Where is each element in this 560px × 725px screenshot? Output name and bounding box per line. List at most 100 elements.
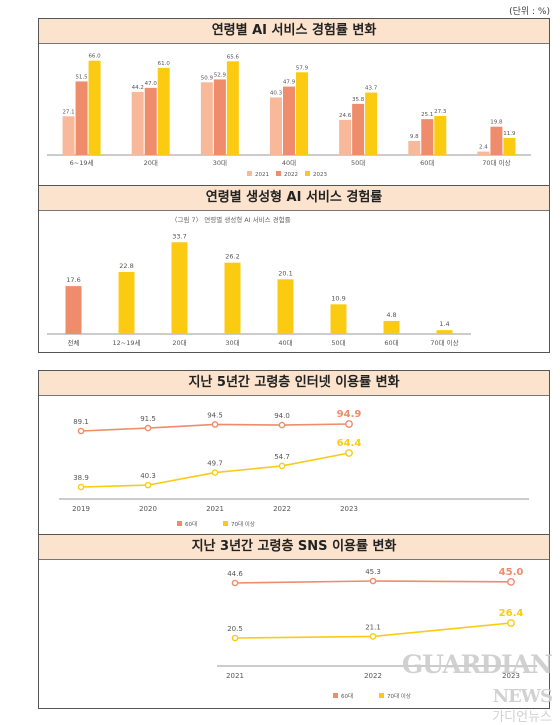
data-point <box>144 481 152 489</box>
bar <box>383 320 400 334</box>
watermark-sub: 가디언뉴스 <box>492 710 552 725</box>
x-tick-label: 12~19세 <box>113 338 141 347</box>
data-label: 17.6 <box>66 276 80 284</box>
x-tick-label: 20대 <box>172 339 186 347</box>
legend-label: 60대 <box>185 520 197 528</box>
data-label: 26.2 <box>225 253 239 261</box>
data-point <box>144 424 152 432</box>
bar <box>171 242 188 334</box>
data-point <box>77 483 85 491</box>
data-label: 11.9 <box>503 131 516 137</box>
legend-swatch <box>276 171 281 176</box>
x-tick-label: 2023 <box>502 672 520 680</box>
x-tick-label: 70대 이상 <box>482 158 510 167</box>
data-point <box>231 579 239 587</box>
bar <box>421 119 434 155</box>
data-label: 2.4 <box>479 145 488 151</box>
bar <box>277 279 294 334</box>
data-label: 91.5 <box>140 415 156 423</box>
data-point <box>369 577 377 585</box>
data-point <box>369 633 377 640</box>
data-label: 33.7 <box>172 232 186 240</box>
bar <box>88 60 101 155</box>
data-point <box>278 421 286 429</box>
bar <box>490 126 503 155</box>
data-point <box>507 619 515 627</box>
bar <box>408 141 421 155</box>
ai-experience-bar-chart: 27.1 51.5 66.0 6~19세 44.247.0 61.0 20대 50.9 52.9… <box>47 54 531 178</box>
data-label: 44.2 <box>132 85 144 91</box>
x-tick-label: 2022 <box>273 505 291 513</box>
x-tick-label: 60대 <box>420 159 434 167</box>
x-tick-label: 2020 <box>139 505 157 513</box>
x-tick-label: 40대 <box>278 339 292 347</box>
bar <box>200 82 213 155</box>
bar <box>477 151 490 155</box>
x-tick-label: 50대 <box>331 339 345 347</box>
x-tick-label: 30대 <box>225 339 239 347</box>
data-label: 94.9 <box>337 409 362 420</box>
data-label: 65.6 <box>227 54 240 60</box>
data-label: 51.5 <box>75 74 88 80</box>
data-label: 54.7 <box>274 453 290 461</box>
data-label: 64.4 <box>337 438 362 449</box>
data-label: 20.5 <box>227 625 243 633</box>
data-label: 10.9 <box>331 294 345 302</box>
watermark-logo: GUARDIAN NEWS <box>372 650 553 708</box>
data-label: 94.5 <box>207 411 223 419</box>
data-label: 49.7 <box>207 460 223 468</box>
legend-swatch <box>247 171 252 176</box>
x-tick-label: 6~19세 <box>70 158 94 167</box>
bar <box>296 72 308 155</box>
x-tick-label: 30대 <box>213 159 227 167</box>
x-tick-label: 70대 이상 <box>430 338 458 347</box>
legend-label: 60대 <box>341 692 353 700</box>
panel-title: 연령별 생성형 AI 서비스 경험률 <box>39 186 549 211</box>
data-label: 27.3 <box>434 109 447 115</box>
bar <box>352 103 365 155</box>
x-tick-label: 전체 <box>68 338 80 347</box>
bar <box>62 116 75 155</box>
bar <box>283 86 295 155</box>
data-label: 27.1 <box>62 109 74 115</box>
data-label: 57.9 <box>296 65 309 71</box>
data-label: 38.9 <box>73 474 89 482</box>
sns-usage-line-chart: 2021 2022 2023 44.6 45.3 45.0 60대 20.5 21.1 26.4 7… <box>217 567 537 700</box>
data-point <box>211 469 219 476</box>
legend-swatch <box>379 693 384 698</box>
bar <box>365 92 378 155</box>
data-label: 40.3 <box>140 472 156 480</box>
legend-label: 70대 이상 <box>387 692 411 700</box>
data-label: 40.3 <box>270 90 283 96</box>
legend-label: 2023 <box>313 172 327 178</box>
watermark: GUARDIAN NEWS 가디언뉴스 <box>372 650 553 725</box>
data-label: 47.9 <box>283 80 296 86</box>
x-tick-label: 20대 <box>144 159 158 167</box>
internet-usage-line-chart: 2019 2020 2021 2022 2023 89.1 91.5 94.5 94.0 94.9… <box>59 409 529 528</box>
bar <box>213 79 226 155</box>
bar <box>144 87 157 155</box>
data-label: 61.0 <box>158 61 171 67</box>
panel-title: 연령별 AI 서비스 경험률 변화 <box>39 19 549 44</box>
data-label: 66.0 <box>88 54 101 60</box>
x-tick-label: 2021 <box>226 672 244 680</box>
bar <box>270 97 282 155</box>
x-tick-label: 40대 <box>282 159 296 167</box>
data-point <box>345 449 353 457</box>
data-point <box>231 634 239 642</box>
chart-subtitle: 〈그림 7〉 연령별 생성형 AI 서비스 경험률 <box>171 215 291 224</box>
watermark-suffix: NEWS <box>492 686 553 707</box>
bar <box>503 138 516 155</box>
bar <box>339 119 352 155</box>
ai-experience-panel: 연령별 AI 서비스 경험률 변화 27.1 51.5 66.0 6~19세 44.2 4… <box>38 18 550 186</box>
legend-swatch <box>223 521 228 526</box>
bar <box>118 271 135 334</box>
data-point <box>278 462 286 470</box>
data-point <box>77 427 85 435</box>
watermark-brand: GUARDIAN <box>401 650 553 679</box>
data-label: 52.9 <box>214 72 227 78</box>
data-label: 89.1 <box>73 418 89 426</box>
data-label: 44.6 <box>227 570 243 578</box>
bar <box>75 81 88 155</box>
bar <box>436 330 453 334</box>
